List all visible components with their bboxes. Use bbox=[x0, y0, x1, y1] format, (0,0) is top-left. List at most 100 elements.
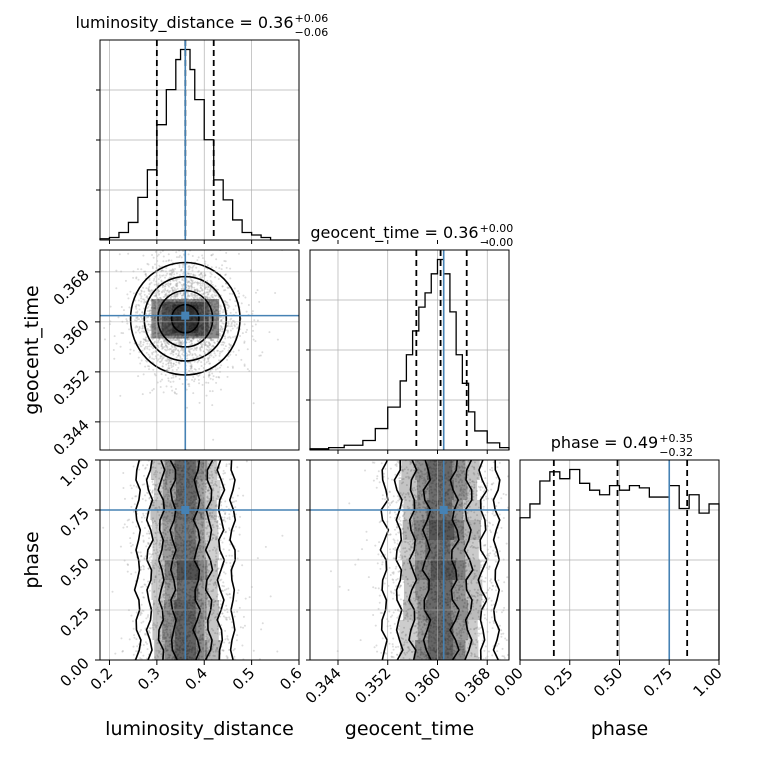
sample-point bbox=[187, 616, 190, 619]
sample-point bbox=[190, 317, 193, 320]
sample-point bbox=[156, 344, 159, 347]
sample-point bbox=[199, 338, 202, 341]
sample-point bbox=[197, 481, 200, 484]
sample-point bbox=[205, 571, 208, 574]
sample-point bbox=[188, 480, 191, 483]
sample-point bbox=[153, 602, 156, 605]
sample-point bbox=[185, 624, 188, 627]
sample-point bbox=[211, 303, 214, 306]
sample-point bbox=[153, 473, 156, 476]
sample-point bbox=[216, 333, 219, 336]
sample-point bbox=[215, 521, 218, 524]
sample-point bbox=[212, 308, 215, 311]
sample-point bbox=[189, 308, 192, 311]
sample-point bbox=[192, 357, 195, 360]
sample-point bbox=[199, 536, 202, 539]
sample-point bbox=[225, 301, 228, 304]
sample-point bbox=[189, 562, 192, 565]
sample-point bbox=[165, 317, 168, 320]
sample-point bbox=[167, 520, 170, 523]
sample-point bbox=[214, 581, 217, 584]
sample-point bbox=[148, 282, 151, 285]
sample-point bbox=[192, 281, 195, 284]
sample-point bbox=[177, 582, 180, 585]
sample-point bbox=[207, 358, 210, 361]
sample-point bbox=[199, 635, 202, 638]
sample-point bbox=[163, 592, 166, 595]
sample-point bbox=[160, 345, 163, 348]
sample-point bbox=[177, 481, 180, 484]
sample-point bbox=[220, 343, 223, 346]
sample-point bbox=[191, 295, 194, 298]
sample-point bbox=[186, 354, 189, 357]
sample-point bbox=[181, 343, 184, 346]
sample-point bbox=[135, 276, 138, 279]
sample-point bbox=[239, 335, 242, 338]
sample-point bbox=[167, 301, 170, 304]
sample-point bbox=[171, 330, 174, 333]
sample-point bbox=[146, 345, 149, 348]
sample-point bbox=[180, 580, 183, 583]
sample-point bbox=[195, 302, 198, 305]
sample-point bbox=[254, 323, 257, 326]
sample-point bbox=[158, 471, 161, 474]
sample-point bbox=[170, 619, 173, 622]
sample-point bbox=[135, 306, 138, 309]
sample-point bbox=[214, 318, 217, 321]
sample-point bbox=[150, 299, 153, 302]
sample-point bbox=[154, 294, 157, 297]
sample-point bbox=[173, 294, 176, 297]
sample-point bbox=[178, 493, 181, 496]
sample-point bbox=[152, 546, 155, 549]
sample-point bbox=[242, 494, 245, 497]
sample-point bbox=[209, 337, 212, 340]
sample-point bbox=[177, 316, 180, 319]
sample-point bbox=[187, 280, 190, 283]
sample-point bbox=[175, 368, 178, 371]
sample-point bbox=[180, 321, 183, 324]
sample-point bbox=[188, 491, 191, 494]
sample-point bbox=[174, 520, 177, 523]
sample-point bbox=[161, 640, 164, 643]
sample-point bbox=[207, 375, 210, 378]
sample-point bbox=[143, 331, 146, 334]
sample-point bbox=[260, 628, 263, 631]
sample-point bbox=[169, 631, 172, 634]
sample-point bbox=[195, 501, 198, 504]
sample-point bbox=[209, 481, 212, 484]
sample-point bbox=[174, 345, 177, 348]
sample-point bbox=[180, 544, 183, 547]
sample-point bbox=[166, 628, 169, 631]
sample-point bbox=[199, 276, 202, 279]
sample-point bbox=[147, 323, 150, 326]
sample-point bbox=[231, 496, 234, 499]
sample-point bbox=[165, 266, 168, 269]
sample-point bbox=[181, 334, 184, 337]
sample-point bbox=[200, 288, 203, 291]
sample-point bbox=[146, 262, 149, 265]
sample-point bbox=[146, 342, 149, 345]
sample-point bbox=[237, 550, 240, 553]
sample-point bbox=[198, 325, 201, 328]
sample-point bbox=[218, 316, 221, 319]
sample-point bbox=[236, 326, 239, 329]
sample-point bbox=[170, 344, 173, 347]
sample-point bbox=[187, 293, 190, 296]
sample-point bbox=[191, 337, 194, 340]
sample-point bbox=[180, 488, 183, 491]
sample-point bbox=[160, 485, 163, 488]
sample-point bbox=[201, 483, 204, 486]
sample-point bbox=[167, 308, 170, 311]
sample-point bbox=[180, 256, 183, 259]
sample-point bbox=[197, 625, 200, 628]
sample-point bbox=[154, 374, 157, 377]
sample-point bbox=[211, 537, 214, 540]
sample-point bbox=[191, 501, 194, 504]
sample-point bbox=[165, 544, 168, 547]
sample-point bbox=[190, 510, 193, 513]
sample-point bbox=[147, 289, 150, 292]
sample-point bbox=[193, 360, 196, 363]
sample-point bbox=[140, 295, 143, 298]
sample-point bbox=[226, 656, 229, 659]
sample-point bbox=[166, 369, 169, 372]
